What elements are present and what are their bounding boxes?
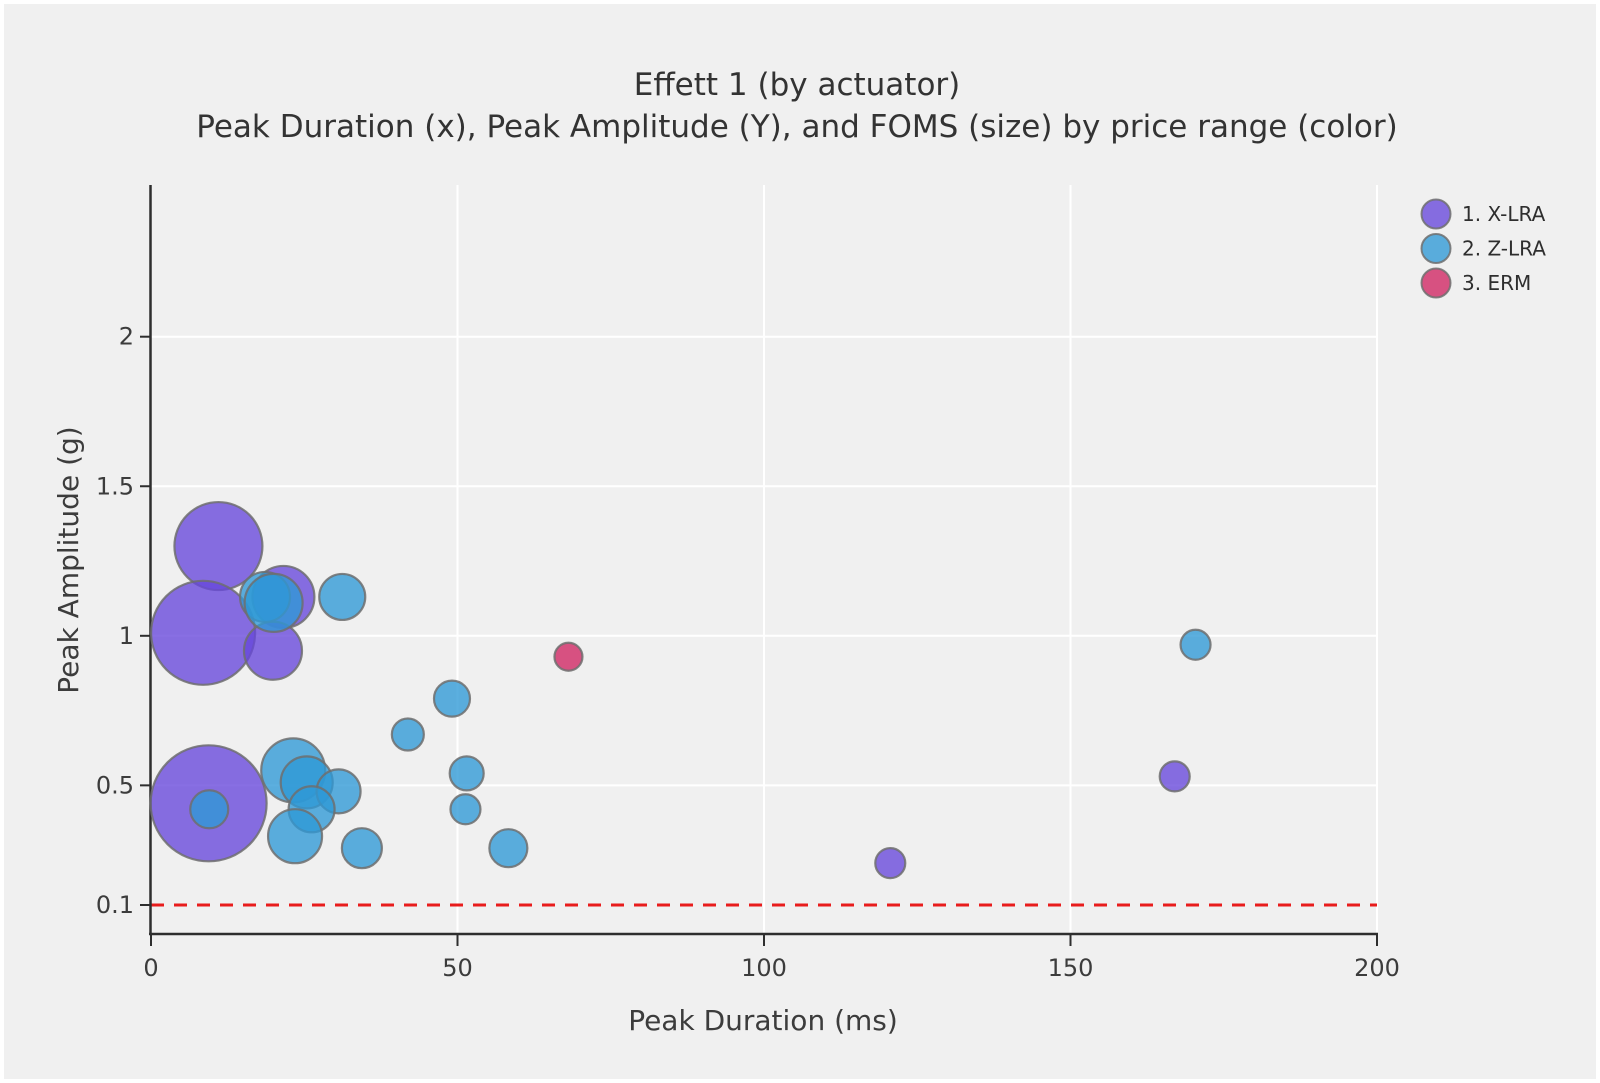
bubble-series-2 [1179, 628, 1212, 661]
bubble-series-1 [1158, 760, 1191, 793]
chart-subtitle: Peak Duration (x), Peak Amplitude (Y), a… [196, 109, 1397, 145]
bubble-series-2 [488, 828, 529, 869]
y-axis-title: Peak Amplitude (g) [52, 426, 85, 693]
tick-marks-and-labels: 0 50 100 150 200 0.1 0.5 1 1.5 2 [96, 323, 1400, 982]
bubble-series-3 [553, 641, 584, 672]
bubble-series-2 [432, 679, 472, 718]
x-tick-label: 150 [1048, 954, 1094, 982]
legend-label: 2. Z-LRA [1462, 237, 1546, 261]
legend-swatch [1420, 198, 1452, 230]
bubble-series-2 [266, 808, 324, 865]
bubble-series-2 [243, 572, 304, 634]
legend-label: 1. X-LRA [1462, 202, 1546, 226]
x-axis-title: Peak Duration (ms) [628, 1004, 898, 1037]
legend-swatch [1420, 267, 1452, 299]
bubble-series-2 [318, 572, 367, 622]
gridlines [151, 185, 1378, 933]
x-tick-label: 0 [143, 954, 158, 982]
bubble-series-2 [189, 789, 230, 830]
bubble-series-2 [449, 793, 482, 826]
y-tick-label: 1 [119, 622, 134, 650]
y-tick-label: 1.5 [96, 472, 134, 500]
y-tick-label: 0.1 [96, 891, 134, 919]
x-tick-label: 200 [1354, 954, 1400, 982]
y-tick-label: 0.5 [96, 771, 134, 799]
legend: 1. X-LRA 2. Z-LRA 3. ERM [1420, 198, 1546, 299]
bubble-series-1 [874, 847, 907, 880]
bubble-series-2 [448, 755, 485, 792]
x-tick-label: 50 [442, 954, 473, 982]
bubbles [149, 500, 1212, 880]
bubble-series-2 [340, 827, 383, 870]
legend-swatch [1420, 233, 1452, 264]
y-tick-label: 2 [119, 323, 134, 351]
chart-title: Effett 1 (by actuator) [634, 67, 961, 103]
x-tick-label: 100 [741, 954, 787, 982]
legend-label: 3. ERM [1462, 271, 1531, 295]
bubble-series-2 [390, 717, 425, 752]
